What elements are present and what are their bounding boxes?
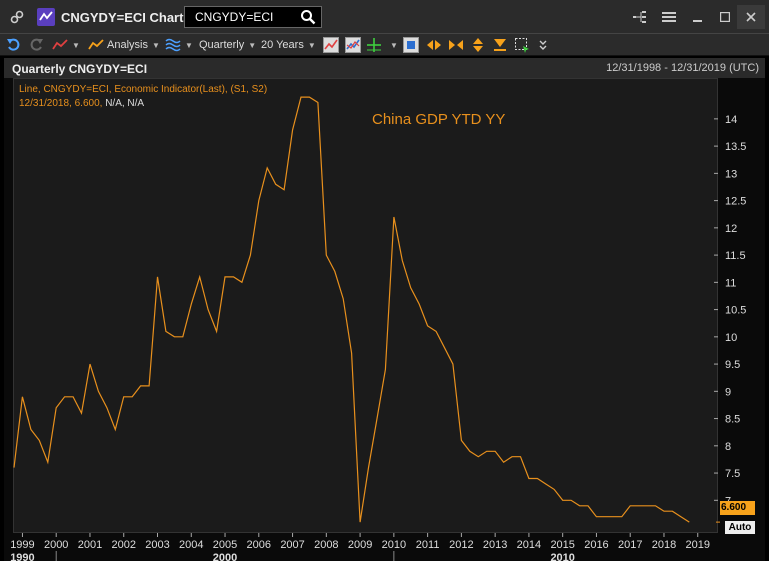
chevron-down-icon: ▼ bbox=[248, 40, 257, 50]
chevron-down-icon: ▼ bbox=[390, 40, 398, 50]
y-tick-label: 12.5 bbox=[725, 196, 746, 208]
y-tick-label: 10 bbox=[725, 332, 737, 344]
x-tick-label: 2010 bbox=[382, 539, 406, 551]
x-tick-label: 2001 bbox=[78, 539, 102, 551]
x-tick-label: 2009 bbox=[348, 539, 372, 551]
y-tick-label: 8.5 bbox=[725, 414, 740, 426]
x-tick-label: 2000 bbox=[44, 539, 68, 551]
analysis-dropdown[interactable]: Analysis ▼ bbox=[88, 37, 160, 53]
legend-values: 12/31/2018, 6.600, N/A, N/A bbox=[19, 98, 144, 109]
minimize-icon[interactable] bbox=[684, 5, 712, 29]
chevron-down-icon: ▼ bbox=[185, 40, 193, 50]
chart-panel-title: Quarterly CNGYDY=ECI bbox=[12, 62, 148, 76]
x-tick-label: 2013 bbox=[483, 539, 507, 551]
chart-date-range: 12/31/1998 - 12/31/2019 (UTC) bbox=[606, 62, 759, 74]
x-tick-label: 2006 bbox=[247, 539, 271, 551]
chart-panel-header: Quarterly CNGYDY=ECI 12/31/1998 - 12/31/… bbox=[4, 58, 765, 78]
x-tick-label: 2015 bbox=[550, 539, 574, 551]
y-tick-label: 10.5 bbox=[725, 305, 746, 317]
interval-dropdown[interactable]: Quarterly ▼ bbox=[199, 37, 256, 53]
chart-panel: Quarterly CNGYDY=ECI 12/31/1998 - 12/31/… bbox=[4, 58, 765, 561]
zoom-vertical-icon[interactable] bbox=[470, 37, 486, 53]
y-tick-label: 11.5 bbox=[725, 250, 746, 262]
range-label: 20 Years bbox=[261, 39, 304, 51]
x-major-label: 2000 bbox=[213, 552, 237, 561]
chevron-down-icon: ▼ bbox=[151, 40, 160, 50]
search-icon[interactable] bbox=[300, 9, 316, 25]
y-tick-label: 9 bbox=[725, 386, 731, 398]
auto-scale-button[interactable]: Auto bbox=[725, 521, 755, 534]
y-tick-label: 9.5 bbox=[725, 359, 740, 371]
y-tick-label: 13.5 bbox=[725, 141, 746, 153]
x-tick-label: 2004 bbox=[179, 539, 203, 551]
series-style-dropdown[interactable]: ▼ bbox=[165, 37, 193, 53]
chart-annotation[interactable]: China GDP YTD YY bbox=[372, 111, 506, 128]
data-window-icon[interactable] bbox=[403, 37, 419, 53]
legend-values-na: N/A, N/A bbox=[105, 98, 145, 109]
scroll-left-right-icon[interactable] bbox=[426, 37, 442, 53]
chevron-down-icon: ▼ bbox=[72, 40, 80, 50]
x-tick-label: 2018 bbox=[652, 539, 676, 551]
redo-icon[interactable] bbox=[28, 37, 44, 53]
range-dropdown[interactable]: 20 Years ▼ bbox=[261, 37, 316, 53]
menu-icon[interactable] bbox=[655, 5, 683, 29]
tree-view-icon[interactable] bbox=[626, 5, 654, 29]
x-tick-label: 2003 bbox=[145, 539, 169, 551]
title-bar: CNGYDY=ECI Chart bbox=[0, 0, 769, 34]
line-chart-icon[interactable] bbox=[323, 37, 339, 53]
compare-chart-icon[interactable] bbox=[345, 37, 361, 53]
crosshair-icon[interactable]: ▼ bbox=[366, 37, 398, 53]
zoom-horizontal-icon[interactable] bbox=[448, 37, 464, 53]
ric-search-input[interactable] bbox=[184, 6, 322, 28]
y-tick-label: 12 bbox=[725, 223, 737, 235]
chart-toolbar: ▼ Analysis ▼ ▼ Quarterly ▼ 20 Years ▼ ▼ bbox=[0, 34, 769, 56]
chevron-down-icon: ▼ bbox=[307, 40, 316, 50]
plot-area[interactable] bbox=[13, 78, 718, 533]
chart-app-icon bbox=[37, 8, 55, 26]
window-title: CNGYDY=ECI Chart bbox=[61, 10, 184, 25]
x-major-label: 2010 bbox=[550, 552, 574, 561]
y-tick-label: 13 bbox=[725, 168, 737, 180]
x-major-label: 1990 bbox=[10, 552, 34, 561]
maximize-icon[interactable] bbox=[711, 5, 739, 29]
interval-label: Quarterly bbox=[199, 39, 245, 51]
select-tool-icon[interactable] bbox=[514, 37, 530, 53]
y-tick-label: 11 bbox=[725, 277, 736, 289]
link-icon[interactable] bbox=[8, 8, 26, 26]
x-tick-label: 2011 bbox=[416, 539, 440, 551]
line-chart[interactable]: 77.588.599.51010.51111.51212.51313.51419… bbox=[4, 58, 765, 561]
chart-style-dropdown[interactable]: ▼ bbox=[52, 37, 80, 53]
x-tick-label: 2002 bbox=[111, 539, 135, 551]
x-tick-label: 2007 bbox=[280, 539, 304, 551]
x-tick-label: 2008 bbox=[314, 539, 338, 551]
legend-values-date: 12/31/2018, 6.600, bbox=[19, 98, 103, 109]
x-tick-label: 2012 bbox=[449, 539, 473, 551]
undo-icon[interactable] bbox=[6, 37, 22, 53]
close-icon[interactable] bbox=[737, 5, 765, 29]
legend-series-label[interactable]: Line, CNGYDY=ECI, Economic Indicator(Las… bbox=[19, 84, 268, 95]
x-tick-label: 2016 bbox=[584, 539, 608, 551]
x-tick-label: 2005 bbox=[213, 539, 237, 551]
x-tick-label: 2017 bbox=[618, 539, 642, 551]
last-value-badge: 6.600 bbox=[720, 501, 755, 515]
series-line bbox=[13, 96, 690, 523]
zoom-area-icon[interactable] bbox=[492, 37, 508, 53]
analysis-label: Analysis bbox=[107, 39, 148, 51]
x-tick-label: 2014 bbox=[517, 539, 541, 551]
y-tick-label: 8 bbox=[725, 441, 731, 453]
x-tick-label: 2019 bbox=[685, 539, 709, 551]
y-tick-label: 14 bbox=[725, 114, 737, 126]
y-tick-label: 7.5 bbox=[725, 468, 740, 480]
more-tools-icon[interactable] bbox=[538, 37, 548, 53]
x-tick-label: 1999 bbox=[10, 539, 34, 551]
